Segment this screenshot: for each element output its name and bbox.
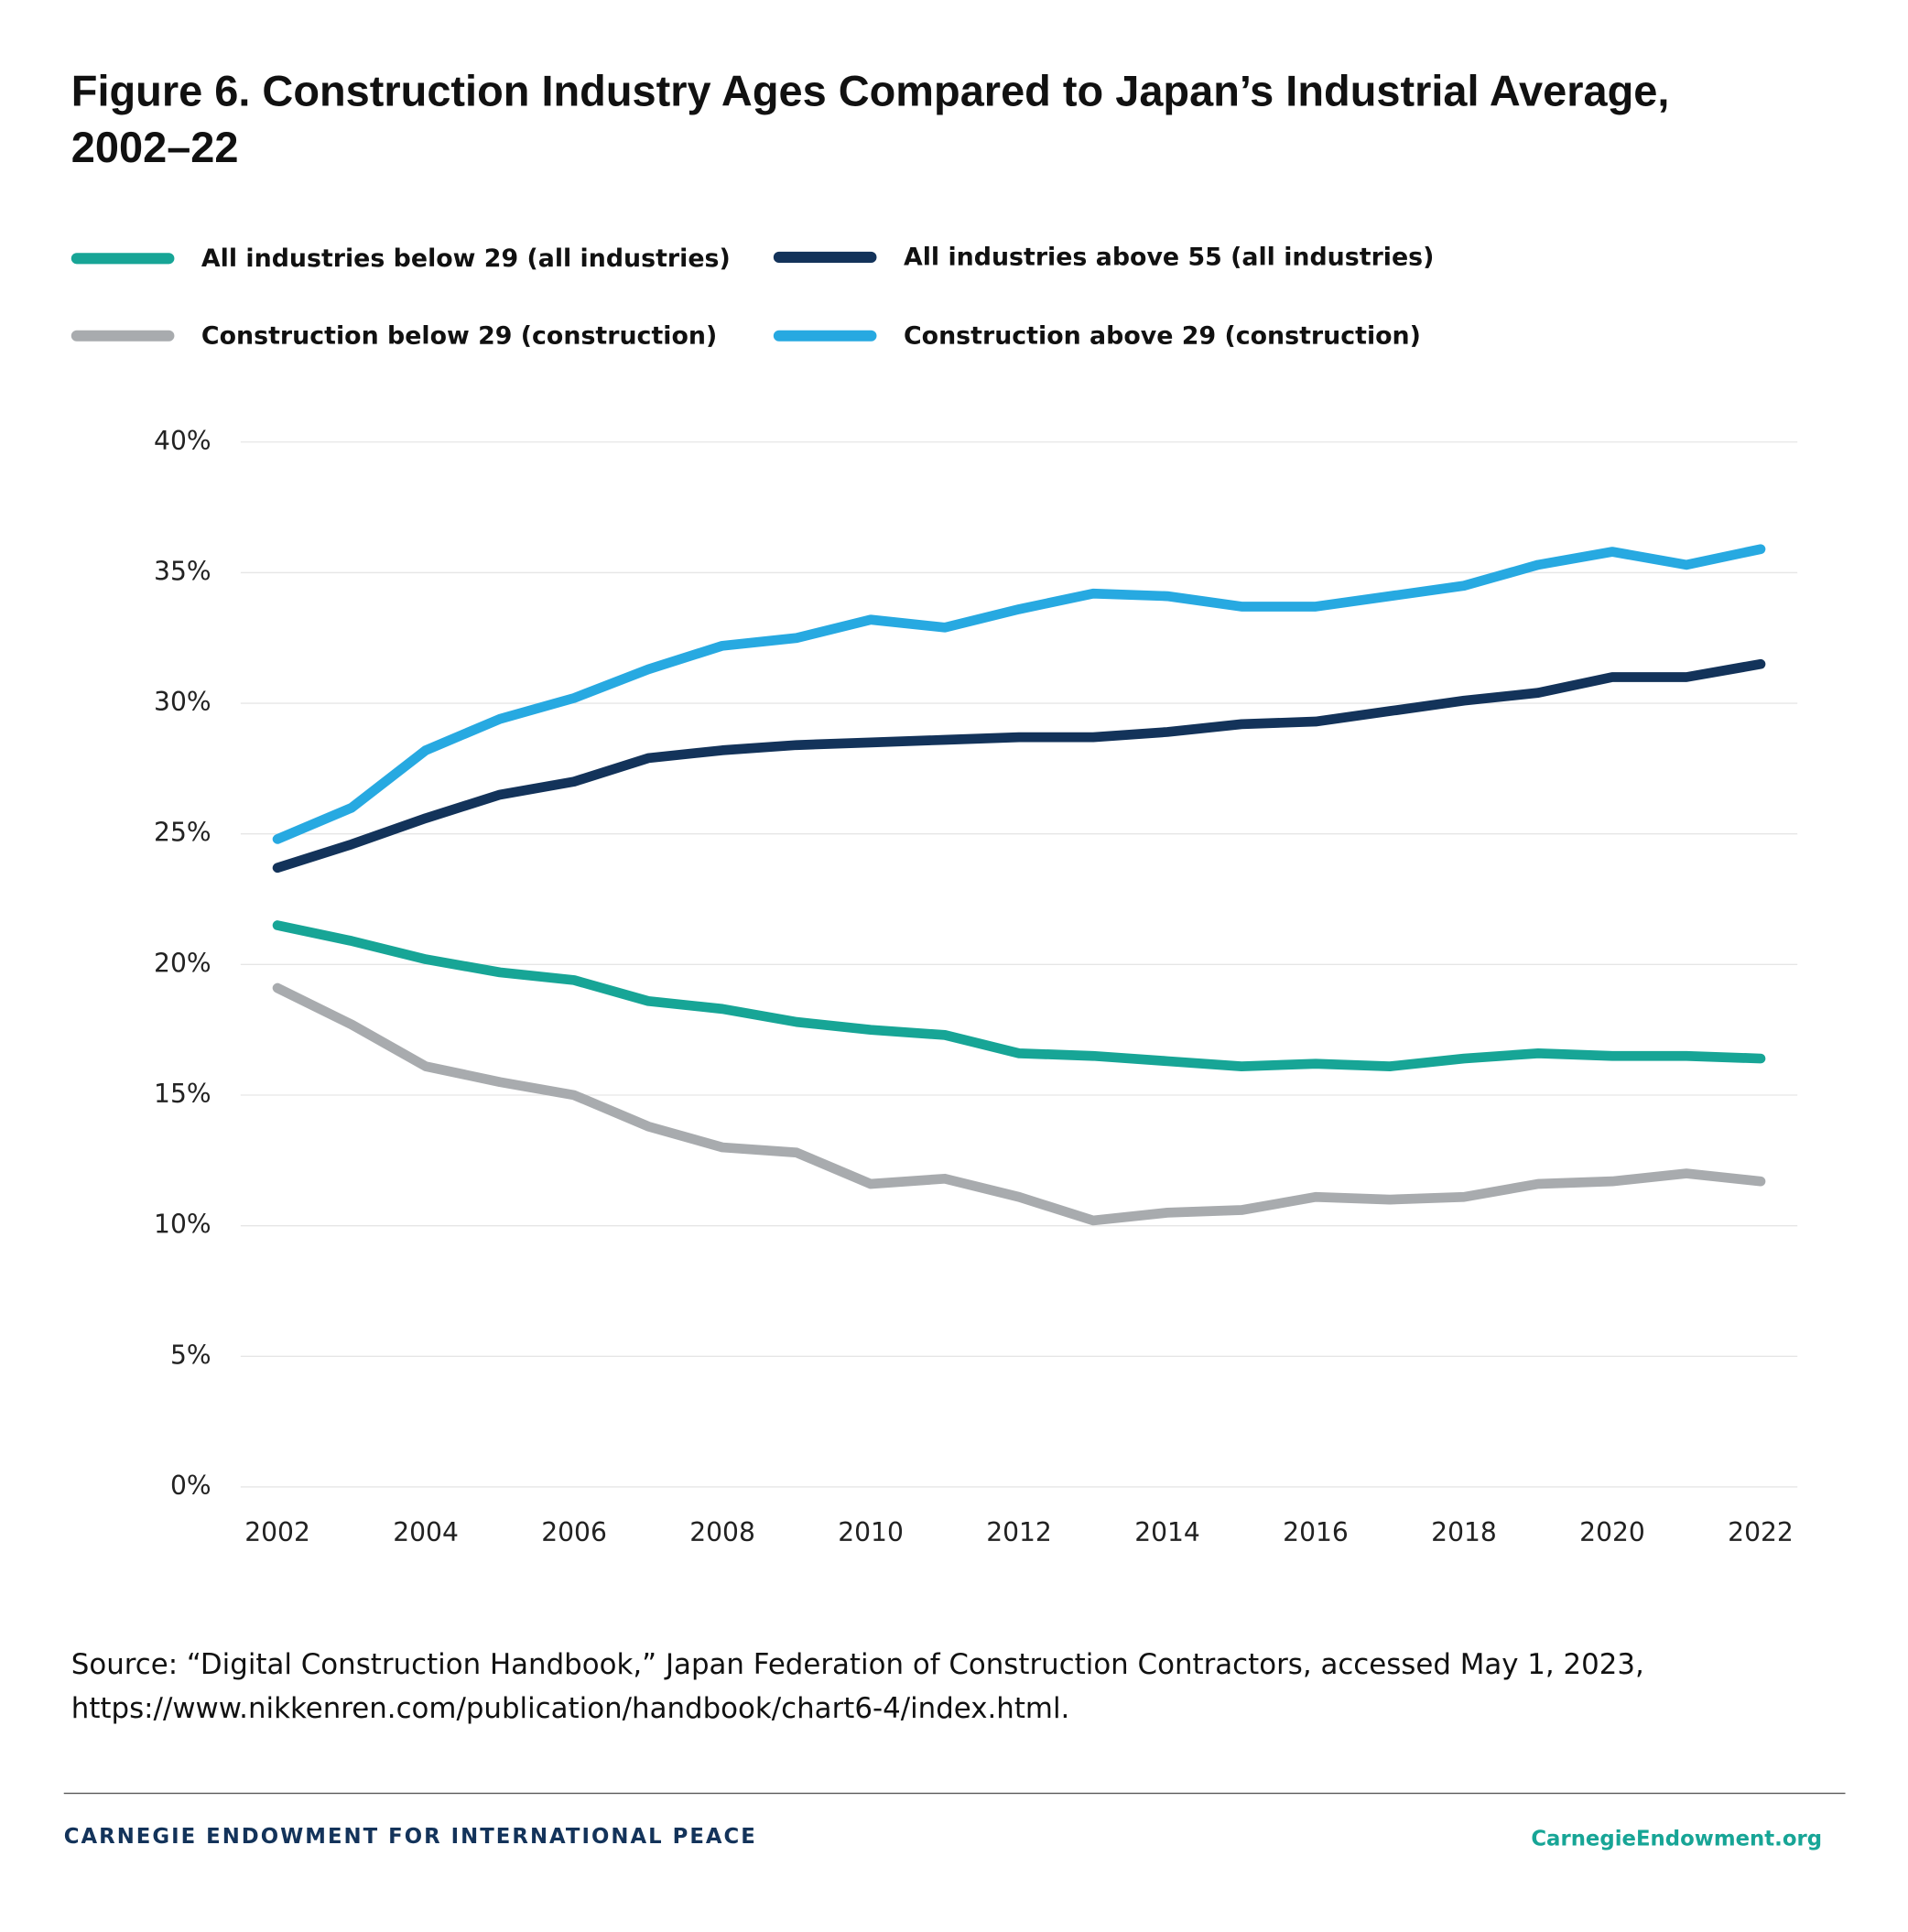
- x-tick-label: 2022: [1728, 1517, 1794, 1547]
- y-tick-label: 25%: [154, 818, 211, 848]
- chart-title: Figure 6. Construction Industry Ages Com…: [70, 67, 1670, 172]
- series-line: [272, 658, 1766, 874]
- x-tick-label: 2006: [541, 1517, 607, 1547]
- y-tick-label: 10%: [154, 1210, 211, 1240]
- x-tick-label: 2004: [393, 1517, 459, 1547]
- legend-label: All industries above 55 (all industries): [903, 242, 1435, 272]
- footer-brand: CARNEGIE ENDOWMENT FOR INTERNATIONAL PEA…: [63, 1824, 757, 1850]
- legend-swatch: [70, 252, 175, 264]
- legend-label: All industries below 29 (all industries): [201, 243, 731, 273]
- legend-label: Construction above 29 (construction): [903, 320, 1421, 351]
- legend-label: Construction below 29 (construction): [201, 320, 718, 351]
- y-tick-label: 5%: [170, 1340, 211, 1370]
- y-tick-label: 35%: [154, 556, 211, 586]
- legend-item: Construction above 29 (construction): [773, 320, 1421, 351]
- x-tick-label: 2008: [689, 1517, 755, 1547]
- legend-swatch: [773, 251, 877, 263]
- y-tick-label: 15%: [154, 1079, 211, 1109]
- series-line: [272, 920, 1766, 1071]
- x-tick-label: 2002: [244, 1517, 310, 1547]
- y-tick-label: 0%: [170, 1471, 211, 1501]
- footer-url: CarnegieEndowment.org: [1531, 1827, 1823, 1852]
- x-tick-label: 2010: [838, 1517, 904, 1547]
- legend-item: All industries below 29 (all industries): [70, 243, 731, 273]
- x-tick-label: 2020: [1579, 1517, 1645, 1547]
- legend-item: Construction below 29 (construction): [70, 320, 718, 351]
- legend-swatch: [773, 330, 877, 342]
- legend-swatch: [70, 330, 175, 342]
- series-line: [272, 544, 1766, 844]
- x-tick-label: 2012: [986, 1517, 1052, 1547]
- source-note: Source: “Digital Construction Handbook,”…: [70, 1648, 1644, 1726]
- series-line: [272, 982, 1766, 1226]
- divider: [63, 1792, 1846, 1795]
- x-tick-label: 2016: [1283, 1517, 1349, 1547]
- x-tick-label: 2014: [1134, 1517, 1200, 1547]
- legend-item: All industries above 55 (all industries): [773, 242, 1435, 272]
- x-tick-label: 2018: [1431, 1517, 1497, 1547]
- y-tick-label: 40%: [154, 426, 211, 456]
- y-tick-label: 30%: [154, 687, 211, 717]
- y-tick-label: 20%: [154, 948, 211, 978]
